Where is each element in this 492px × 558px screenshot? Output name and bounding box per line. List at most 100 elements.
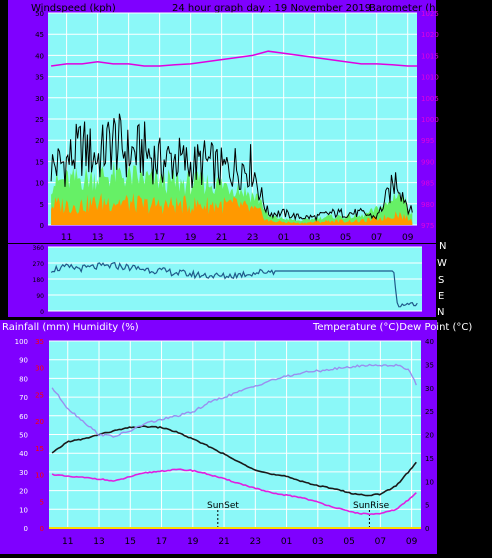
temp-x-tick-label: 05 xyxy=(343,537,354,547)
temperature-y-tick-label: 15 xyxy=(425,455,434,463)
barometer-y-tick-label: 1005 xyxy=(421,95,439,103)
wind-low-area xyxy=(51,193,413,225)
barometer-y-tick-label: 1015 xyxy=(421,52,439,60)
wind-y-tick-label: 50 xyxy=(35,10,44,18)
temp-x-tick-label: 01 xyxy=(281,537,292,547)
humidity-y-tick-label: 30 xyxy=(19,469,28,477)
wind-x-tick-label: 01 xyxy=(278,233,289,243)
wind-y-tick-label: 40 xyxy=(35,52,44,60)
wind-x-tick-label: 23 xyxy=(247,233,258,243)
temperature-y-tick-label: 40 xyxy=(425,338,434,346)
temperature-y-tick-label: 30 xyxy=(425,385,434,393)
barometer-y-tick-label: 985 xyxy=(421,180,434,188)
compass-label-e: E xyxy=(438,291,444,302)
temp-x-tick-label: 09 xyxy=(406,537,418,547)
compass-label-n-bottom: N xyxy=(437,307,444,318)
humidity-y-tick-label: 80 xyxy=(19,375,28,383)
rain-y-tick-label: 5 xyxy=(40,498,44,506)
temperature-y-tick-label: 0 xyxy=(425,525,429,533)
windspeed-line xyxy=(50,113,413,222)
humidity-y-tick-label: 70 xyxy=(19,394,28,402)
series-layer xyxy=(49,50,421,529)
wind-y-tick-label: 20 xyxy=(35,137,44,145)
temp-x-tick-label: 17 xyxy=(156,537,167,547)
barometer-y-tick-label: 975 xyxy=(421,222,434,230)
rain-humidity-axis-title: Rainfall (mm) Humidity (%) xyxy=(2,322,139,333)
rain-y-tick-label: 20 xyxy=(35,418,44,426)
direction-y-tick-label: 90 xyxy=(36,293,44,300)
wind-y-tick-label: 15 xyxy=(35,158,44,166)
wind-x-tick-label: 11 xyxy=(61,233,72,243)
barometer-y-tick-label: 1020 xyxy=(421,31,439,39)
wind-y-tick-label: 10 xyxy=(35,180,44,188)
barometer-axis-title: Barometer (hpa) xyxy=(369,3,452,14)
sunset-label: SunSet xyxy=(207,501,239,511)
wind-x-tick-label: 13 xyxy=(92,233,103,243)
sunrise-label: SunRise xyxy=(353,501,390,511)
wind-y-tick-label: 35 xyxy=(35,74,44,82)
temperature-y-tick-label: 20 xyxy=(425,432,434,440)
compass-label-s: S xyxy=(438,275,444,286)
temperature-y-tick-label: 25 xyxy=(425,408,434,416)
direction-y-tick-label: 270 xyxy=(33,261,45,268)
temp-x-tick-label: 15 xyxy=(125,537,136,547)
humidity-line xyxy=(51,363,417,438)
wind-y-tick-label: 30 xyxy=(35,95,44,103)
wind-y-tick-label: 0 xyxy=(40,222,44,230)
barometer-y-tick-label: 1000 xyxy=(421,116,439,124)
temp-x-tick-label: 21 xyxy=(218,537,229,547)
temp-x-tick-label: 23 xyxy=(250,537,261,547)
wind-y-tick-label: 25 xyxy=(35,116,44,124)
wind-x-tick-label: 19 xyxy=(185,233,197,243)
humidity-y-tick-label: 50 xyxy=(19,432,28,440)
temperature-line xyxy=(51,425,417,497)
temperature-y-tick-label: 35 xyxy=(425,361,434,369)
direction-y-tick-label: 360 xyxy=(33,245,45,252)
direction-y-tick-label: 180 xyxy=(33,277,45,284)
humidity-y-tick-label: 40 xyxy=(19,450,28,458)
barometer-y-tick-label: 1025 xyxy=(421,10,439,18)
wind-x-tick-label: 21 xyxy=(216,233,227,243)
rain-y-tick-label: 0 xyxy=(40,525,44,533)
temperature-y-tick-label: 5 xyxy=(425,502,429,510)
wind-x-tick-label: 05 xyxy=(340,233,351,243)
wind-direction-line xyxy=(50,261,418,308)
wind-axis-title: Windspeed (kph) xyxy=(31,3,116,14)
humidity-y-tick-label: 60 xyxy=(19,413,28,421)
temp-x-tick-label: 13 xyxy=(93,537,104,547)
compass-label-n-top: N xyxy=(439,241,446,252)
humidity-y-tick-label: 100 xyxy=(15,338,28,346)
compass-label-w: W xyxy=(437,258,447,269)
barometer-line xyxy=(50,50,417,67)
wind-x-tick-label: 17 xyxy=(154,233,165,243)
temp-x-tick-label: 07 xyxy=(375,537,386,547)
wind-x-tick-label: 15 xyxy=(123,233,134,243)
humidity-y-tick-label: 20 xyxy=(19,488,28,496)
humidity-y-tick-label: 10 xyxy=(19,506,28,514)
temp-x-tick-label: 19 xyxy=(187,537,199,547)
temperature-y-tick-label: 10 xyxy=(425,478,434,486)
rain-y-tick-label: 15 xyxy=(35,445,44,453)
dewpoint-line xyxy=(51,468,417,516)
wind-y-tick-label: 45 xyxy=(35,31,44,39)
barometer-y-tick-label: 980 xyxy=(421,201,434,209)
temp-x-tick-label: 11 xyxy=(62,537,73,547)
temp-x-tick-label: 03 xyxy=(312,537,323,547)
temp-dewpoint-axis-title: Temperature (°C)Dew Point (°C) xyxy=(312,322,472,333)
wind-x-tick-label: 07 xyxy=(371,233,382,243)
wind-y-tick-label: 5 xyxy=(40,201,44,209)
direction-y-tick-label: 0 xyxy=(40,309,44,316)
rain-y-tick-label: 35 xyxy=(35,338,44,346)
barometer-y-tick-label: 1010 xyxy=(421,74,439,82)
barometer-y-tick-label: 990 xyxy=(421,158,434,166)
graph-title: 24 hour graph day : 19 November 2019 xyxy=(172,3,371,14)
humidity-y-tick-label: 0 xyxy=(24,525,28,533)
humidity-y-tick-label: 90 xyxy=(19,357,28,365)
barometer-y-tick-label: 995 xyxy=(421,137,434,145)
wind-x-tick-label: 03 xyxy=(309,233,320,243)
label-layer: 0510152025303540455097598098599099510001… xyxy=(15,10,439,547)
rain-y-tick-label: 25 xyxy=(35,391,44,399)
wind-fill-layer xyxy=(51,160,413,225)
